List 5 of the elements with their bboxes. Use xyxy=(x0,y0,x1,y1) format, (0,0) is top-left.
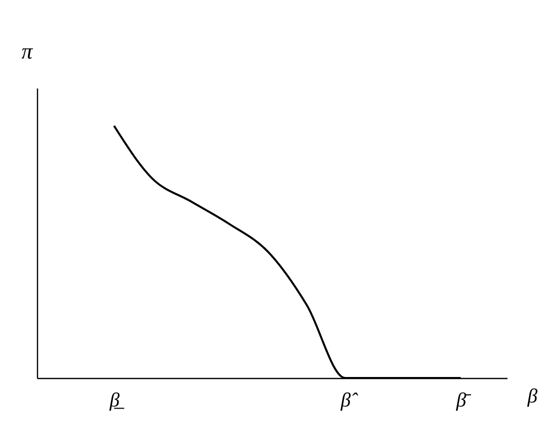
x-tick-label: β̂ xyxy=(340,390,359,412)
x-tick-label: β̲ xyxy=(108,390,125,412)
y-axis-title: π xyxy=(21,38,34,64)
x-tick-label: β̄ xyxy=(455,390,472,412)
x-axis-title: β xyxy=(526,386,538,408)
